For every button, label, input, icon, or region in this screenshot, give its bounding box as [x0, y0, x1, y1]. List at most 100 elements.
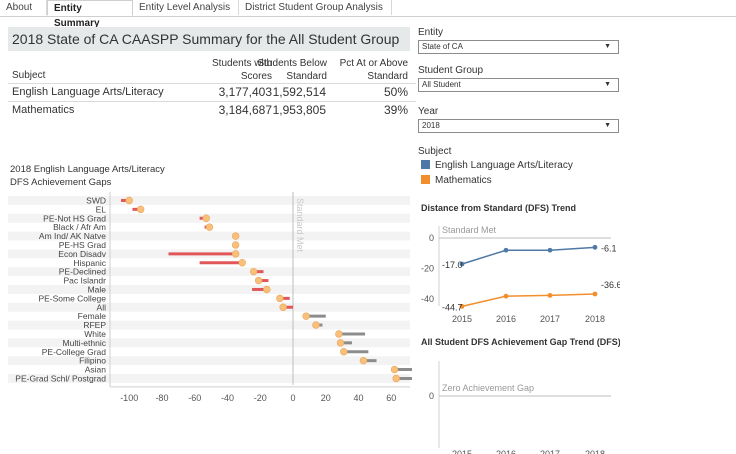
group-label: RFEP: [83, 320, 106, 330]
trend-point[interactable]: [592, 244, 598, 250]
gap-chart-title: 2018 English Language Arts/Literacy: [10, 164, 165, 175]
x-tick-label: 2017: [540, 449, 560, 454]
col-header-subject: Subject: [12, 70, 46, 81]
gap-chart-subtitle: DFS Achievement Gaps: [10, 177, 112, 188]
group-dfs-dot[interactable]: [335, 330, 343, 338]
legend-item-ela[interactable]: English Language Arts/Literacy: [421, 160, 573, 171]
group-dfs-dot[interactable]: [279, 303, 287, 311]
year-select[interactable]: 2018 ▼: [418, 119, 619, 133]
table-row-divider: [8, 101, 416, 102]
group-label: Asian: [85, 365, 107, 375]
group-label: PE-Not HS Grad: [43, 213, 106, 223]
group-dfs-dot[interactable]: [231, 232, 240, 240]
group-label: Filipino: [79, 356, 106, 366]
x-tick-label: 2018: [585, 449, 605, 454]
trend-point[interactable]: [503, 247, 509, 253]
trend-point[interactable]: [459, 261, 465, 267]
group-label: Am Ind/ AK Natve: [39, 231, 106, 241]
x-tick-label: -20: [254, 393, 267, 403]
group-dfs-dot[interactable]: [340, 348, 348, 356]
entity-select[interactable]: State of CA ▼: [418, 40, 619, 54]
group-dfs-dot[interactable]: [249, 267, 258, 276]
group-label: PE-Some College: [38, 293, 106, 303]
group-dfs-dot[interactable]: [231, 250, 240, 258]
dfs-trend-chart: Distance from Standard (DFS) Trend Stand…: [421, 203, 620, 324]
group-label: Econ Disadv: [58, 249, 106, 259]
group-label: PE-HS Grad: [59, 240, 107, 250]
col-header-scores-line1: Students with: [212, 58, 273, 69]
trend-point[interactable]: [547, 292, 553, 298]
row-band: [8, 285, 410, 294]
year-select-value: 2018: [422, 121, 440, 130]
gap-chart: 2018 English Language Arts/Literacy DFS …: [8, 164, 412, 403]
group-dfs-dot[interactable]: [254, 276, 263, 285]
group-dfs-dot[interactable]: [312, 321, 320, 329]
group-dfs-dot[interactable]: [263, 285, 271, 294]
group-label: All: [97, 302, 107, 312]
group-dfs-dot[interactable]: [136, 205, 145, 214]
group-dfs-dot[interactable]: [231, 241, 240, 249]
tab-entity-summary[interactable]: Entity Summary: [47, 0, 133, 29]
group-label: Pac Islandr: [63, 276, 106, 286]
group-dfs-dot[interactable]: [205, 223, 214, 231]
trend-line[interactable]: [461, 293, 596, 308]
col-header-below-line1: Students Below: [257, 58, 328, 69]
x-tick-label: -100: [120, 393, 138, 403]
y-tick-label: -20: [421, 264, 434, 274]
group-dfs-dot[interactable]: [302, 312, 310, 320]
tab-district-student-group-analysis[interactable]: District Student Group Analysis: [239, 0, 392, 15]
trend-data-label: -6.1: [601, 243, 617, 253]
gap-trend-title: All Student DFS Achievement Gap Trend (D…: [421, 337, 620, 347]
student-group-select[interactable]: All Student ▼: [418, 78, 619, 92]
x-tick-label: 2017: [540, 314, 560, 324]
tab-bar: About Entity Summary Entity Level Analys…: [0, 0, 736, 29]
trend-data-label: -17.0: [442, 260, 463, 270]
group-dfs-dot[interactable]: [336, 339, 345, 347]
standard-met-label: Standard Met: [295, 198, 305, 253]
x-tick-label: 20: [321, 393, 331, 403]
group-label: Hispanic: [73, 258, 106, 268]
trend-point[interactable]: [547, 247, 553, 253]
legend-item-math[interactable]: Mathematics: [421, 175, 492, 186]
group-dfs-dot[interactable]: [392, 374, 400, 383]
row-below: 1,953,805: [272, 103, 326, 117]
year-filter-label: Year: [418, 106, 439, 117]
trend-point[interactable]: [459, 303, 465, 309]
col-header-pct-line1: Pct At or Above: [339, 58, 408, 69]
x-tick-label: -80: [155, 393, 168, 403]
col-header-scores-line2: Scores: [240, 71, 272, 82]
tab-about[interactable]: About: [0, 0, 47, 15]
col-header-pct-line2: Standard: [367, 71, 408, 82]
x-tick-label: 2016: [496, 449, 516, 454]
x-tick-label: 2015: [452, 449, 472, 454]
trend-point[interactable]: [503, 293, 509, 299]
trend-data-label: -36.6: [601, 280, 620, 290]
row-subject: English Language Arts/Literacy: [12, 86, 164, 98]
student-group-filter-label: Student Group: [418, 65, 484, 76]
group-label: PE-Grad Schl/ Postgrad: [15, 373, 106, 383]
trend-line[interactable]: [461, 246, 596, 265]
group-dfs-dot[interactable]: [238, 259, 246, 267]
group-dfs-dot[interactable]: [276, 294, 284, 303]
student-group-select-value: All Student: [422, 80, 461, 89]
y-tick-label: 0: [429, 391, 434, 401]
legend-label: Mathematics: [435, 175, 492, 186]
row-band: [8, 356, 410, 366]
group-label: Black / Afr Am: [53, 222, 106, 232]
row-scores: 3,184,687: [218, 103, 272, 117]
group-dfs-dot[interactable]: [125, 196, 133, 205]
group-dfs-dot[interactable]: [359, 356, 368, 365]
x-tick-label: 40: [354, 393, 364, 403]
legend-title: Subject: [418, 146, 452, 157]
chevron-down-icon: ▼: [604, 81, 611, 88]
tab-entity-level-analysis[interactable]: Entity Level Analysis: [133, 0, 239, 15]
trend-point[interactable]: [592, 291, 598, 297]
row-subject: Mathematics: [12, 104, 75, 116]
group-label: White: [84, 329, 106, 339]
row-band: [8, 374, 410, 383]
group-dfs-dot[interactable]: [202, 214, 210, 222]
group-label: Male: [88, 284, 107, 294]
group-dfs-dot[interactable]: [390, 365, 399, 374]
chevron-down-icon: ▼: [604, 43, 611, 50]
y-tick-label: 0: [429, 233, 434, 243]
